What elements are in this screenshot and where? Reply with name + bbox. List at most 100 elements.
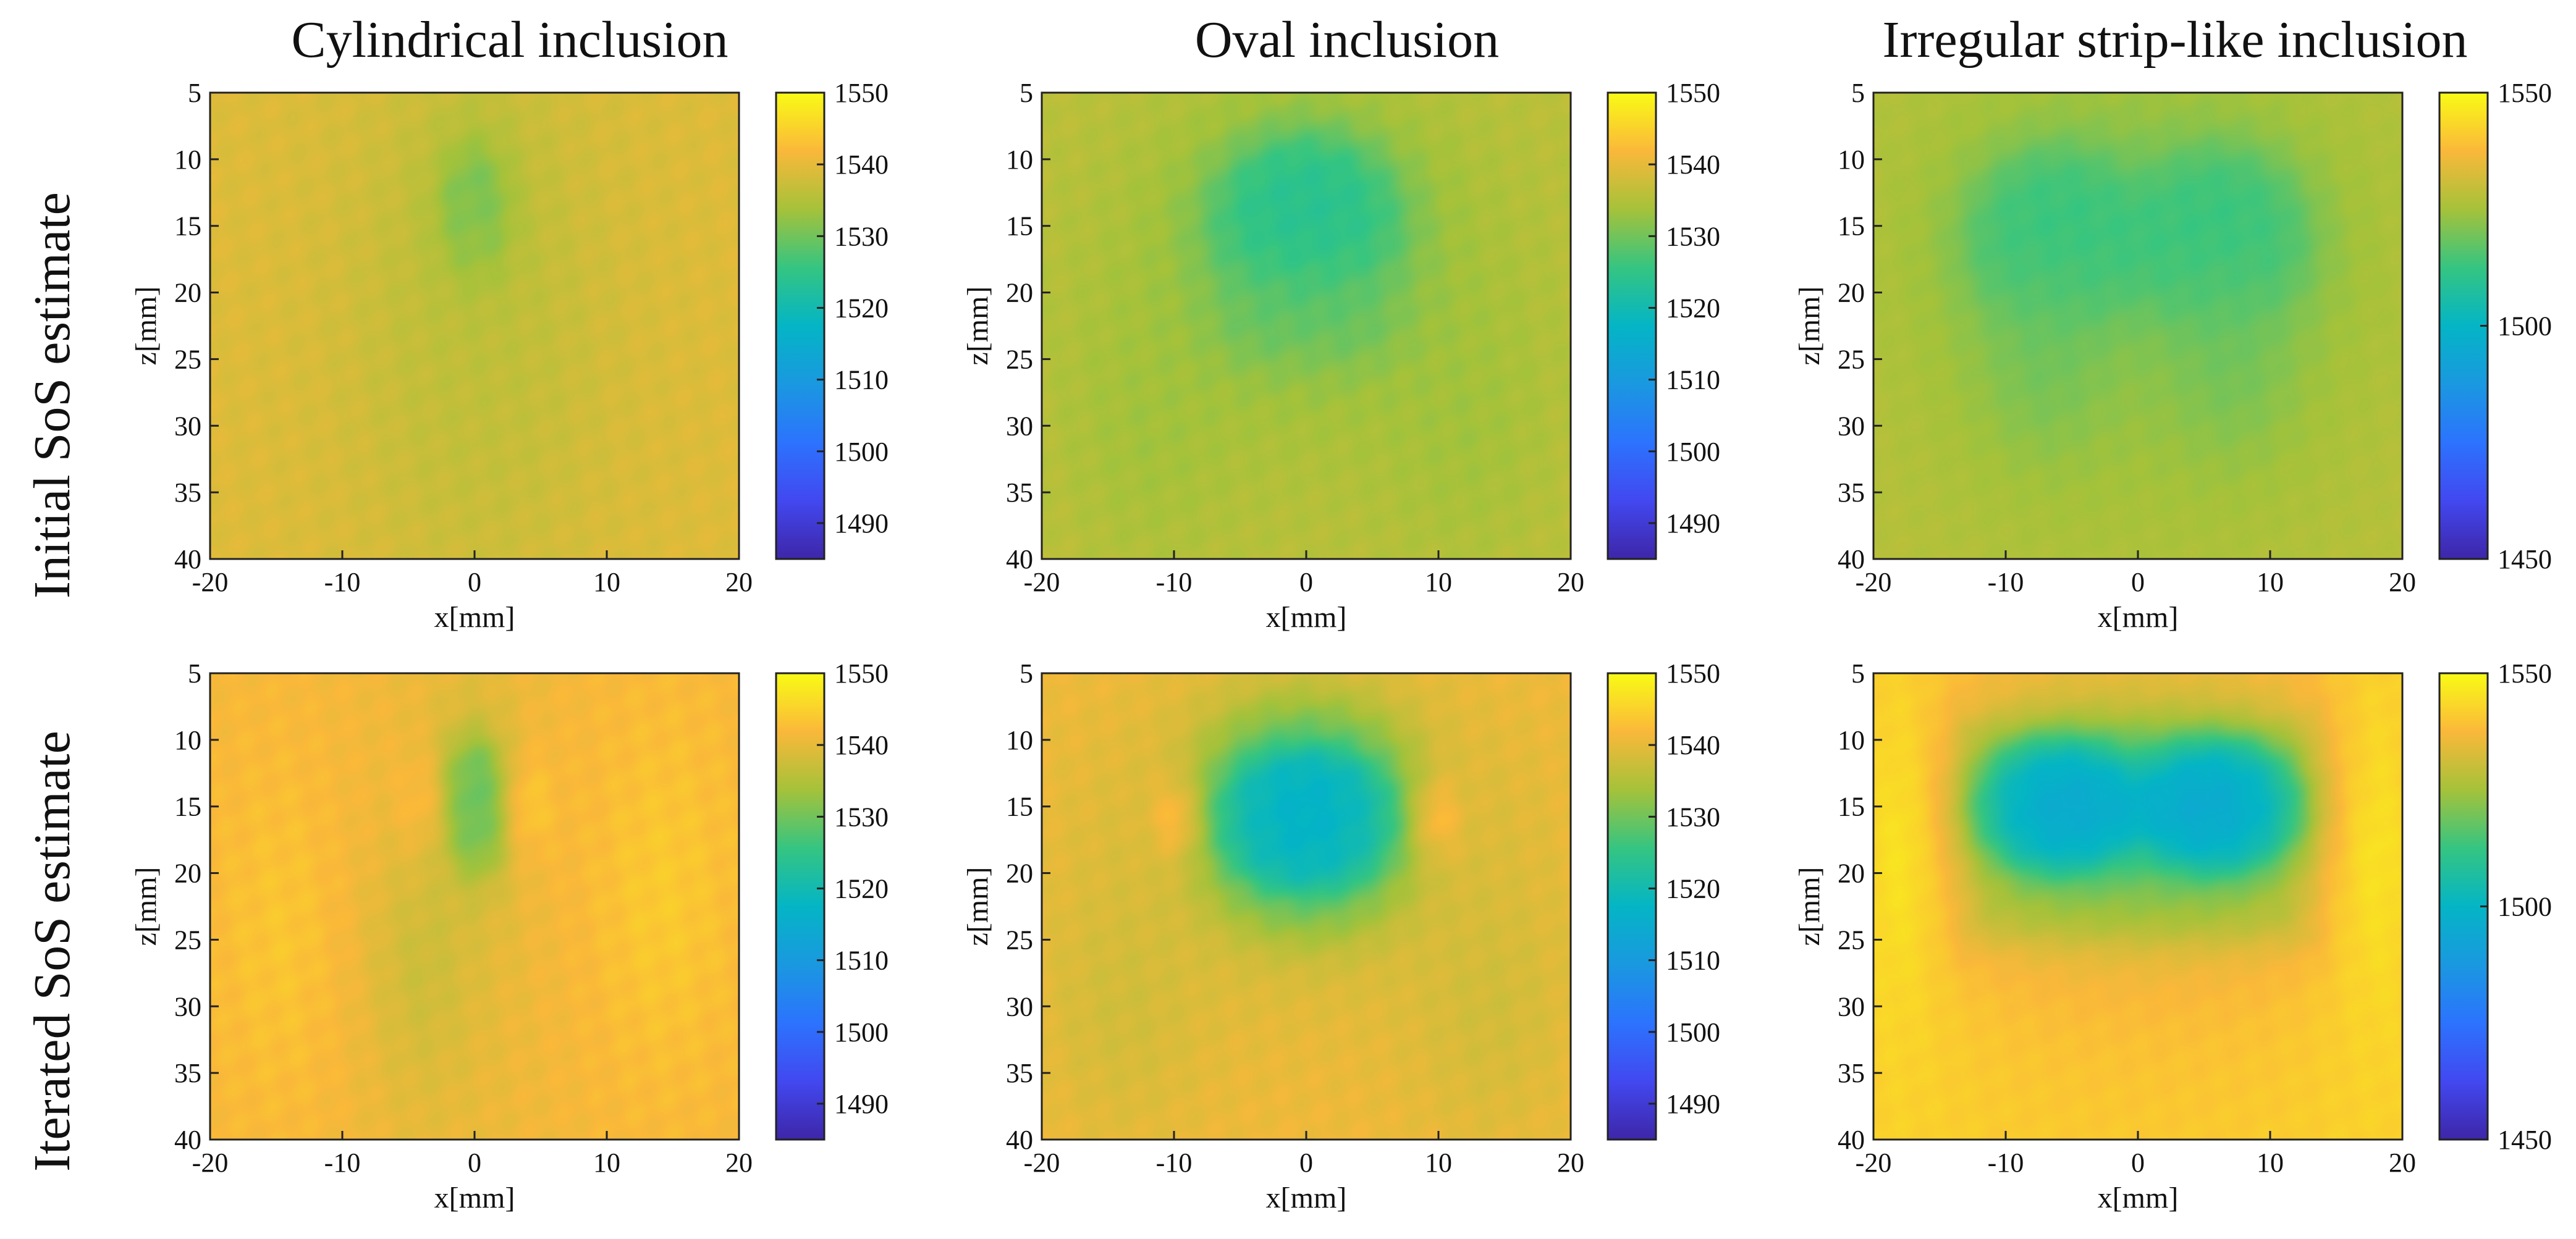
colorbar-tick-label: 1530 [1666, 802, 1720, 832]
heatmap-image-p00 [210, 93, 739, 559]
colorbar-tick-label: 1500 [834, 1017, 889, 1048]
colorbar-gradient-p01 [1608, 93, 1656, 559]
colorbar-tick-label: 1500 [1666, 437, 1720, 467]
y-axis-label: z[mm] [961, 867, 994, 946]
y-tick-label: 30 [1838, 991, 1865, 1022]
colorbar-tick-label: 1550 [2498, 78, 2552, 108]
colorbar-tick-label: 1490 [1666, 1089, 1720, 1119]
colorbar-tick-label: 1550 [1666, 658, 1720, 689]
panel-p11: -20 -10 0 10 20510152025303540x[mm]z[mm]1490… [961, 658, 1720, 1214]
colorbar-tick-label: 1550 [2498, 658, 2552, 689]
panel-p02: -20 -10 0 10 20 5 10 15 20 25 30 35 40 x[mm] z[mm] 1450… [1793, 78, 2552, 634]
colorbar-tick-label: 1540 [834, 730, 889, 760]
colorbar-tick-label: 1520 [1666, 873, 1720, 904]
colorbar-tick-label: 1550 [834, 78, 889, 108]
x-tick-label: 0 [468, 567, 481, 597]
colorbar-frame-p01 [1607, 91, 1657, 560]
colorbar-tick-label: 1500 [834, 437, 889, 467]
y-tick-label: 15 [1006, 792, 1033, 822]
y-axis-label: z[mm] [961, 287, 994, 366]
x-tick-label: 0 [468, 1148, 481, 1178]
panel-p10: -20 -10 0 10 20510152025303540x[mm]z[mm]1490… [130, 658, 889, 1214]
x-axis-label: x[mm] [2098, 601, 2179, 634]
x-tick-label: 20 [725, 1148, 753, 1178]
x-tick-label: 10 [2257, 1148, 2284, 1178]
y-tick-label: 10 [1006, 725, 1033, 755]
x-tick-label: 0 [2131, 1148, 2145, 1178]
colorbar-tick-label: 1510 [1666, 946, 1720, 976]
colorbar-tick-label: 1510 [1666, 365, 1720, 395]
column-title-oval: Oval inclusion [1195, 11, 1499, 69]
x-tick-label: 10 [1425, 1148, 1452, 1178]
y-tick-label: 40 [174, 1125, 201, 1155]
y-tick-label: 30 [1006, 991, 1033, 1022]
y-axis-label: z[mm] [1793, 867, 1826, 946]
y-tick-label: 35 [1006, 1058, 1033, 1088]
x-tick-label: -10 [1988, 1148, 2024, 1178]
y-tick-label: 40 [1006, 1125, 1033, 1155]
colorbar-frame-p00 [775, 91, 826, 560]
row-title-iterated: Iterated SoS estimate [23, 731, 81, 1172]
y-tick-label: 5 [188, 658, 201, 689]
x-tick-label: -20 [192, 567, 229, 597]
x-tick-label: 10 [593, 1148, 620, 1178]
y-tick-label: 30 [174, 411, 201, 441]
y-tick-label: 15 [174, 211, 201, 242]
y-tick-label: 25 [1838, 925, 1865, 955]
x-tick-label: -10 [1156, 1148, 1193, 1178]
y-tick-label: 20 [174, 859, 201, 889]
colorbar-tick-label: 1550 [834, 658, 889, 689]
colorbar-tick-label: 1540 [1666, 149, 1720, 180]
heatmap-image-p12 [1873, 673, 2402, 1140]
y-tick-label: 20 [1838, 859, 1865, 889]
x-axis-label: x[mm] [2098, 1182, 2179, 1214]
y-tick-label: 15 [174, 792, 201, 822]
colorbar-tick-label: 1540 [834, 149, 889, 180]
column-title-cylindrical: Cylindrical inclusion [292, 11, 728, 69]
colorbar-frame-p11 [1607, 672, 1657, 1141]
y-tick-label: 5 [1851, 658, 1865, 689]
colorbar-gradient-p00 [776, 93, 824, 559]
y-tick-label: 15 [1838, 211, 1865, 242]
y-tick-label: 10 [1838, 725, 1865, 755]
y-tick-label: 35 [1838, 1058, 1865, 1088]
y-tick-label: 25 [1006, 344, 1033, 374]
colorbar-tick-label: 1510 [834, 946, 889, 976]
colorbar-gradient-p10 [776, 673, 824, 1140]
heatmap-image-p02 [1873, 93, 2402, 559]
heatmap-image-p10 [210, 673, 739, 1140]
colorbar-tick-label: 1500 [2498, 892, 2552, 922]
y-tick-label: 5 [1851, 78, 1865, 108]
x-tick-label: 20 [2389, 567, 2416, 597]
colorbar-tick-label: 1510 [834, 365, 889, 395]
y-tick-label: 10 [174, 145, 201, 175]
colorbar-tick-label: 1500 [2498, 311, 2552, 342]
y-tick-label: 40 [174, 544, 201, 574]
y-tick-label: 25 [1838, 344, 1865, 374]
x-tick-label: 20 [2389, 1148, 2416, 1178]
y-tick-label: 20 [174, 278, 201, 308]
heatmap-image-p11 [1042, 673, 1571, 1140]
x-axis-label: x[mm] [434, 601, 515, 634]
colorbar-tick-label: 1530 [1666, 221, 1720, 251]
y-tick-label: 30 [174, 991, 201, 1022]
y-tick-label: 35 [1838, 477, 1865, 508]
x-tick-label: 0 [2131, 567, 2145, 597]
x-tick-label: -20 [1856, 567, 1892, 597]
colorbar-tick-label: 1530 [834, 802, 889, 832]
colorbar-tick-label: 1450 [2498, 1125, 2552, 1155]
y-axis-label: z[mm] [1793, 287, 1826, 366]
colorbar-tick-label: 1520 [834, 873, 889, 904]
x-tick-label: -20 [192, 1148, 229, 1178]
colorbar-tick-label: 1520 [834, 293, 889, 323]
panels-group: -20 -10 0 10 20510152025303540x[mm]z[mm]1490… [130, 78, 2552, 1214]
colorbar-tick-label: 1530 [834, 221, 889, 251]
column-title-strip: Irregular strip-like inclusion [1882, 11, 2467, 69]
x-tick-label: -10 [1156, 567, 1193, 597]
y-tick-label: 20 [1838, 278, 1865, 308]
y-tick-label: 5 [1020, 78, 1033, 108]
colorbar-tick-label: 1490 [834, 1089, 889, 1119]
y-tick-label: 5 [1020, 658, 1033, 689]
